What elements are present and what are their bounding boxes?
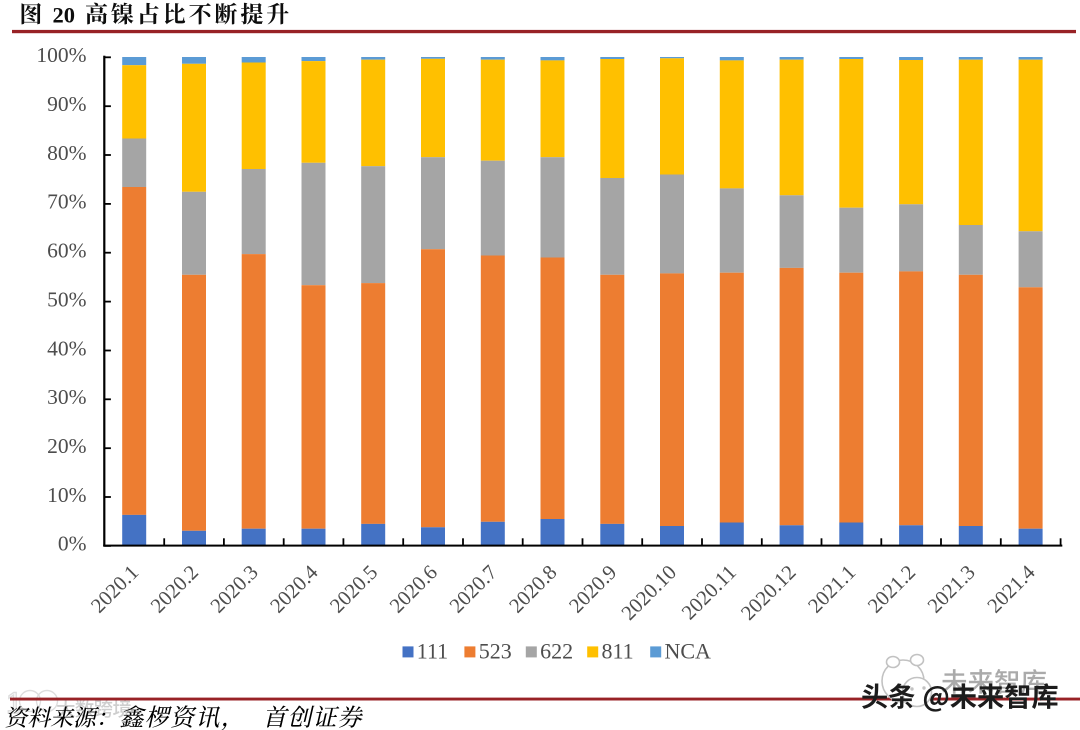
- svg-text:2020.7: 2020.7: [445, 561, 502, 618]
- svg-text:622: 622: [540, 639, 573, 664]
- svg-text:10%: 10%: [47, 483, 87, 507]
- svg-text:1: 1: [6, 687, 23, 720]
- svg-text:2020.11: 2020.11: [677, 561, 741, 625]
- svg-text:2020.1: 2020.1: [87, 561, 144, 618]
- svg-text:0%: 0%: [58, 532, 87, 556]
- svg-text:2020.10: 2020.10: [617, 561, 681, 625]
- svg-text:2021.2: 2021.2: [863, 561, 920, 618]
- svg-text:90%: 90%: [47, 92, 87, 116]
- svg-text:2020.12: 2020.12: [737, 561, 801, 625]
- svg-text:2020.6: 2020.6: [385, 561, 442, 618]
- svg-text:2020.2: 2020.2: [146, 561, 203, 618]
- svg-text:811: 811: [602, 639, 634, 664]
- svg-text:2020.9: 2020.9: [565, 561, 622, 618]
- svg-text:2021.1: 2021.1: [804, 561, 861, 618]
- svg-text:2020.5: 2020.5: [326, 561, 383, 618]
- svg-text:30%: 30%: [47, 385, 87, 409]
- svg-text:2020.8: 2020.8: [505, 561, 562, 618]
- svg-text:40%: 40%: [47, 336, 87, 360]
- svg-text:60%: 60%: [47, 239, 87, 263]
- svg-text:100%: 100%: [36, 43, 86, 67]
- svg-text:2021.3: 2021.3: [923, 561, 980, 618]
- svg-text:111: 111: [417, 639, 448, 664]
- svg-text:523: 523: [479, 639, 512, 664]
- svg-text:50%: 50%: [47, 287, 87, 311]
- svg-text:2020.3: 2020.3: [206, 561, 263, 618]
- svg-text:20: 20: [53, 3, 76, 28]
- svg-text:80%: 80%: [47, 141, 87, 165]
- svg-text:2021.4: 2021.4: [983, 560, 1040, 617]
- svg-text:70%: 70%: [47, 190, 87, 214]
- svg-text:20%: 20%: [47, 434, 87, 458]
- svg-text:NCA: NCA: [665, 639, 712, 664]
- svg-text:2020.4: 2020.4: [266, 560, 323, 617]
